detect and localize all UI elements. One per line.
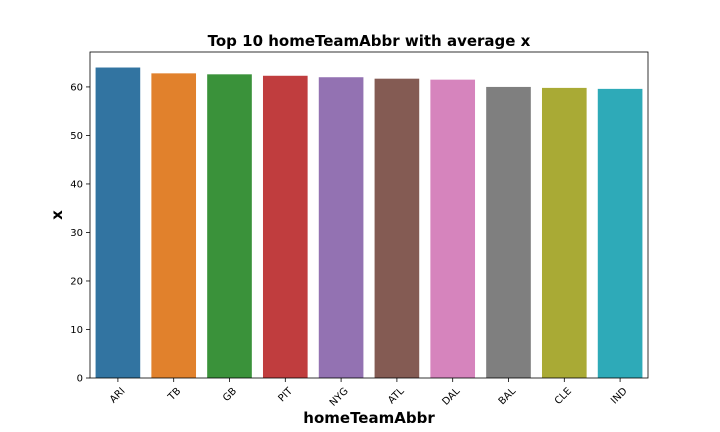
- y-axis-title: x: [48, 210, 66, 220]
- y-tick-label: 60: [70, 82, 83, 93]
- y-axis: 0 10 20 30 40 50 60: [70, 82, 90, 385]
- plot-area-frame: [89, 51, 649, 379]
- x-tick-label: IND: [609, 386, 630, 407]
- y-tick-label: 0: [77, 374, 83, 385]
- bar-atl: [374, 78, 420, 379]
- x-tick-label: GB: [221, 386, 239, 404]
- y-tick-label: 10: [70, 325, 83, 336]
- x-tick-label: ARI: [108, 386, 128, 406]
- y-tick-label: 40: [70, 179, 83, 190]
- y-tick-label: 30: [70, 228, 83, 239]
- bar-ind: [597, 88, 643, 379]
- x-tick-label: CLE: [553, 386, 574, 407]
- x-tick-label: ATL: [386, 386, 407, 407]
- y-tick-label: 20: [70, 276, 83, 287]
- bar-tb: [151, 73, 197, 378]
- bar-gb: [207, 74, 252, 378]
- chart-title: Top 10 homeTeamAbbr with average x: [208, 32, 531, 50]
- x-tick-label: PIT: [277, 385, 296, 404]
- x-axis: ARI TB GB PIT NYG ATL DAL BAL CLE IND: [108, 378, 630, 409]
- bar-pit: [262, 75, 308, 379]
- bar-cle: [541, 87, 587, 379]
- bar-nyg: [318, 77, 364, 378]
- x-tick-label: BAL: [497, 386, 519, 408]
- bar-ari: [95, 67, 141, 379]
- bar-bal: [486, 86, 531, 379]
- x-tick-label: DAL: [440, 386, 462, 408]
- bars-layer: [95, 67, 643, 379]
- bar-dal: [430, 79, 476, 379]
- y-tick-label: 50: [70, 131, 83, 142]
- x-axis-title: homeTeamAbbr: [303, 409, 435, 427]
- x-tick-label: NYG: [328, 386, 351, 409]
- x-tick-label: TB: [166, 386, 184, 404]
